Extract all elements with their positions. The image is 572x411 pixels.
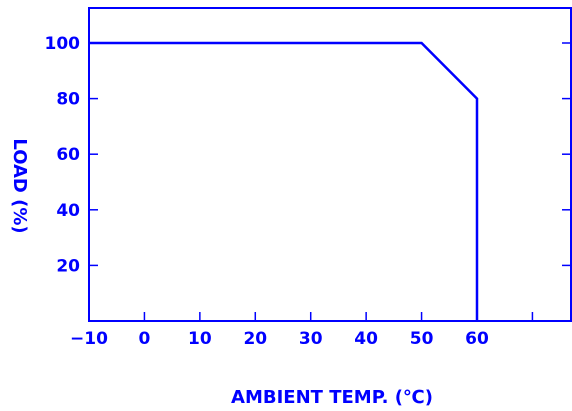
x-tick-label: 20 xyxy=(243,329,267,349)
x-tick-label: 60 xyxy=(465,329,489,349)
y-tick-label: 60 xyxy=(56,145,80,165)
x-tick-label: −10 xyxy=(70,329,108,349)
series-group xyxy=(88,41,479,322)
x-axis-title: AMBIENT TEMP. (℃) xyxy=(231,387,433,408)
y-axis-title: LOAD (%) xyxy=(9,138,30,233)
x-tick-label: 30 xyxy=(299,329,323,349)
x-tick-label: 50 xyxy=(410,329,434,349)
y-tick-label: 20 xyxy=(56,256,80,276)
y-tick-label: 40 xyxy=(56,201,80,221)
x-tick-label: 40 xyxy=(354,329,378,349)
x-tick-label: 0 xyxy=(139,329,151,349)
y-axis-ticks: 20 40 60 80 100 xyxy=(45,34,571,276)
y-tick-label: 80 xyxy=(56,90,80,110)
x-axis-ticks: −10 0 10 20 30 40 50 60 xyxy=(70,312,534,349)
plot-frame xyxy=(88,7,572,322)
x-tick-label: 10 xyxy=(188,329,212,349)
y-tick-label: 100 xyxy=(45,34,81,54)
derating-curve xyxy=(89,41,479,321)
